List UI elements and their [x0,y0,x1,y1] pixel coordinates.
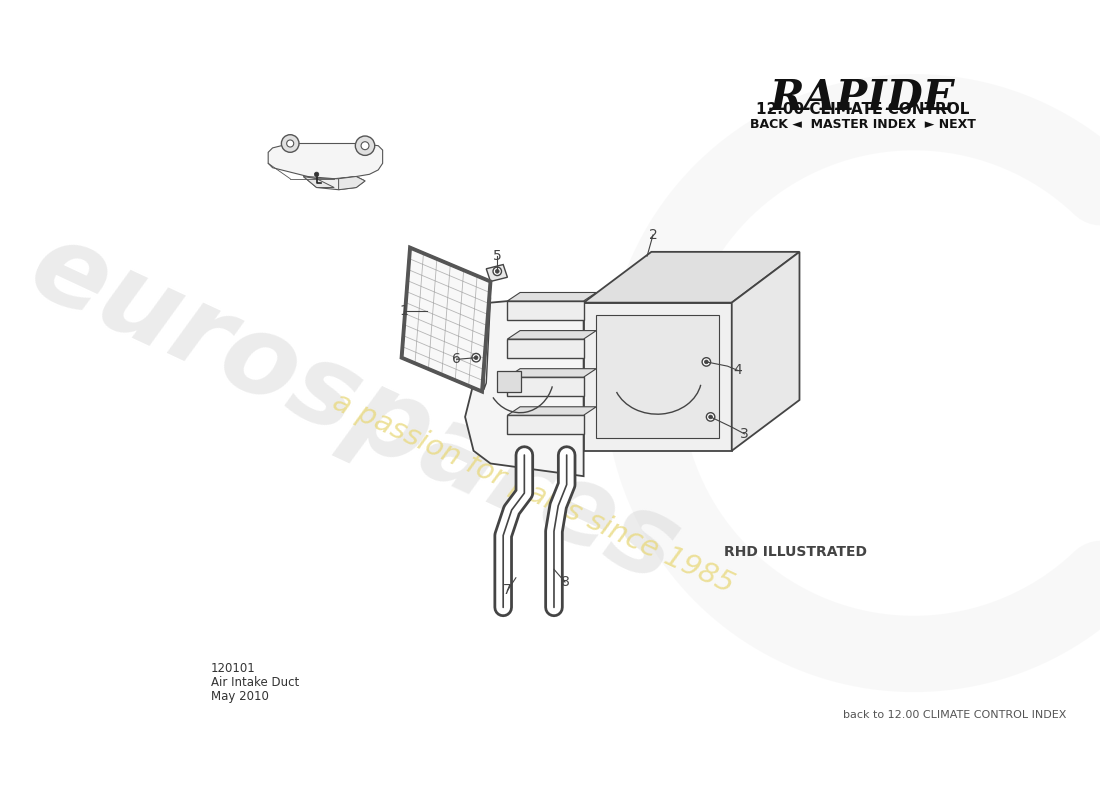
Text: 6: 6 [452,352,461,366]
Polygon shape [268,143,383,178]
Polygon shape [732,252,800,450]
Text: a passion for parts since 1985: a passion for parts since 1985 [328,387,738,598]
Circle shape [355,136,375,155]
Polygon shape [339,177,365,190]
Text: Air Intake Duct: Air Intake Duct [211,676,299,689]
Polygon shape [507,339,584,358]
Text: May 2010: May 2010 [211,690,270,702]
Text: 12.00 CLIMATE CONTROL: 12.00 CLIMATE CONTROL [757,102,970,117]
Text: 7: 7 [503,583,512,598]
Text: 1: 1 [399,304,408,318]
Text: BACK ◄  MASTER INDEX  ► NEXT: BACK ◄ MASTER INDEX ► NEXT [750,118,976,131]
Circle shape [315,172,319,177]
Polygon shape [507,293,596,301]
Polygon shape [584,252,800,302]
Text: RAPIDE: RAPIDE [770,77,956,118]
Text: 5: 5 [493,249,502,263]
Polygon shape [507,406,596,415]
Text: 120101: 120101 [211,662,256,675]
Polygon shape [507,301,584,319]
Polygon shape [402,248,491,391]
Circle shape [474,356,478,359]
Polygon shape [596,315,719,438]
Circle shape [472,354,481,362]
Circle shape [495,270,499,274]
Circle shape [282,134,299,152]
Circle shape [287,140,294,147]
Text: RHD ILLUSTRATED: RHD ILLUSTRATED [724,546,867,559]
Circle shape [706,413,715,421]
Text: 2: 2 [649,228,658,242]
Text: eurospares: eurospares [14,211,696,606]
Circle shape [708,415,713,419]
Text: back to 12.00 CLIMATE CONTROL INDEX: back to 12.00 CLIMATE CONTROL INDEX [843,710,1066,720]
Polygon shape [304,177,334,187]
Polygon shape [507,330,596,339]
Text: 3: 3 [740,427,749,441]
Polygon shape [465,294,584,476]
Circle shape [361,142,368,150]
Circle shape [702,358,711,366]
Circle shape [493,267,502,275]
Bar [497,371,521,391]
Text: 4: 4 [734,363,742,378]
Polygon shape [584,302,732,450]
Polygon shape [507,415,584,434]
Text: 8: 8 [561,575,570,589]
Circle shape [704,360,708,364]
Polygon shape [304,177,365,190]
Polygon shape [507,377,584,396]
Polygon shape [507,369,596,377]
Polygon shape [484,283,491,390]
Polygon shape [486,265,507,282]
